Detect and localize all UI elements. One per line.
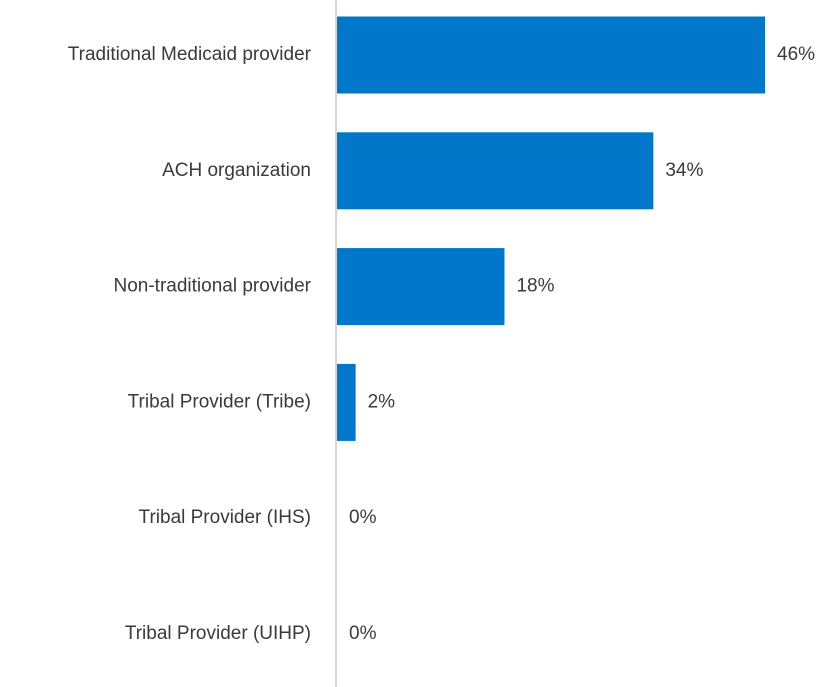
category-label: Tribal Provider (Tribe) xyxy=(128,391,311,412)
value-label: 18% xyxy=(516,276,554,297)
bar xyxy=(337,16,765,94)
value-label: 34% xyxy=(665,160,703,181)
category-label: Non-traditional provider xyxy=(114,276,312,297)
value-label: 46% xyxy=(777,44,815,65)
category-label: Tribal Provider (UIHP) xyxy=(125,623,311,644)
category-label: ACH organization xyxy=(162,160,311,181)
bar xyxy=(337,248,505,326)
category-label: Traditional Medicaid provider xyxy=(68,44,312,65)
bar xyxy=(337,363,356,441)
value-label: 2% xyxy=(368,391,396,412)
value-label: 0% xyxy=(349,507,377,528)
value-label: 0% xyxy=(349,623,377,644)
category-label: Tribal Provider (IHS) xyxy=(139,507,311,528)
bar xyxy=(337,132,654,210)
